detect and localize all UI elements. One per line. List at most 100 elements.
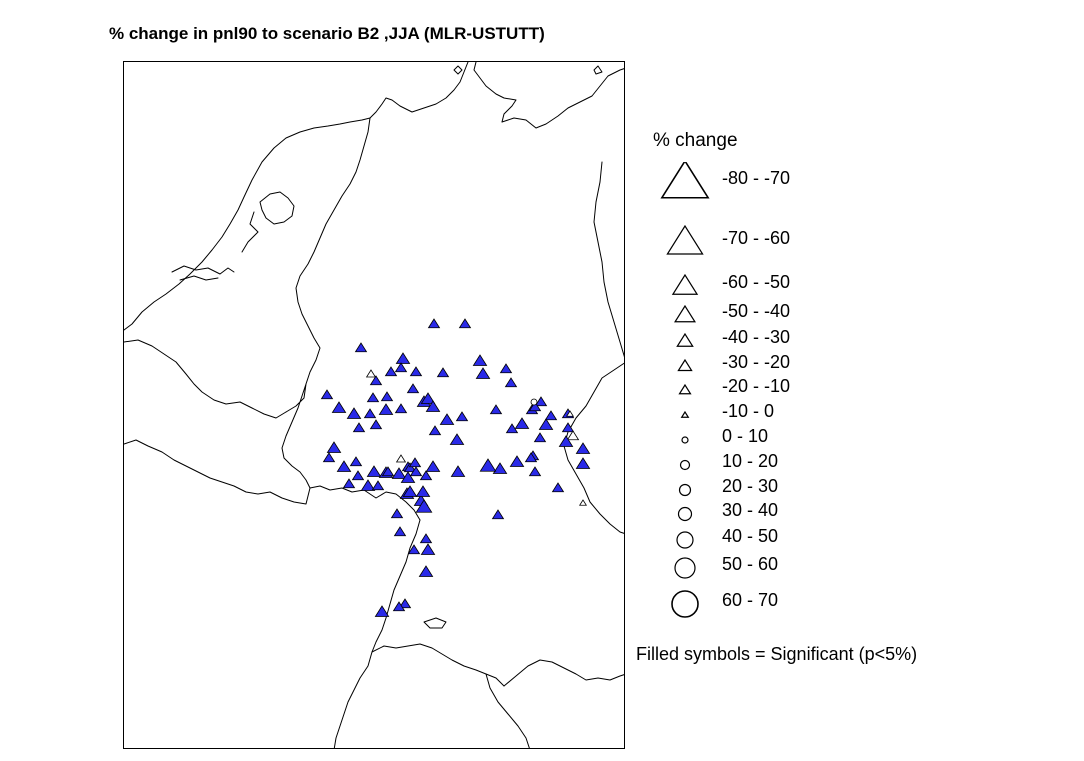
station-triangle-marker (369, 419, 383, 430)
station-triangle-marker (371, 480, 385, 491)
station-triangle-marker (505, 423, 519, 434)
border-path (485, 673, 530, 748)
station-triangle-marker (551, 482, 565, 493)
station-triangle-marker (363, 408, 377, 419)
legend-item: -80 - -70 (640, 162, 940, 199)
legend-label: -80 - -70 (722, 168, 791, 188)
station-triangle-marker (420, 392, 436, 404)
station-triangle-marker (561, 422, 575, 433)
station-triangle-marker (575, 442, 591, 454)
station-triangle-marker (336, 460, 352, 472)
station-triangle-marker (409, 366, 423, 377)
border-path (371, 519, 421, 653)
station-triangle-marker (419, 470, 433, 481)
station-triangle-marker (492, 462, 508, 474)
coastline-path (124, 62, 469, 331)
station-triangle-marker (393, 526, 407, 537)
legend-item: -30 - -20 (640, 352, 940, 382)
station-triangle-marker (381, 466, 395, 477)
station-triangle-marker (524, 452, 538, 463)
legend-triangle-symbol (676, 332, 694, 347)
station-triangle-marker (365, 369, 377, 378)
border-path (124, 339, 287, 419)
station-triangle-marker (528, 466, 542, 477)
station-triangle-marker (425, 400, 441, 412)
legend-triangle-symbol (674, 304, 696, 323)
station-triangle-marker (346, 407, 362, 419)
station-triangle-marker (427, 318, 441, 329)
legend-item: -50 - -40 (640, 301, 940, 331)
station-triangle-marker (392, 601, 406, 612)
coastline-path (171, 265, 235, 275)
legend-label: 0 - 10 (722, 426, 769, 446)
station-triangle-marker (538, 418, 554, 430)
station-triangle-marker (533, 432, 547, 443)
legend-label: 50 - 60 (722, 554, 779, 574)
legend-triangle-symbol (678, 383, 692, 395)
station-triangle-marker (395, 454, 407, 463)
legend-item: -70 - -60 (640, 224, 940, 258)
station-triangle-marker (366, 392, 380, 403)
legend-label: -60 - -50 (722, 272, 791, 292)
station-triangle-marker (406, 383, 420, 394)
station-triangle-marker (400, 471, 416, 483)
legend-label: 10 - 20 (722, 451, 779, 471)
legend-item: 0 - 10 (640, 426, 940, 456)
coastline-path (473, 62, 517, 123)
station-triangle-marker (360, 479, 376, 491)
station-triangle-marker (380, 391, 394, 402)
station-circle-marker (530, 398, 538, 406)
legend-item: 10 - 20 (640, 451, 940, 481)
station-triangle-marker (419, 533, 433, 544)
station-triangle-marker (565, 410, 575, 417)
legend-label: -20 - -10 (722, 376, 791, 396)
station-triangle-marker (491, 509, 505, 520)
station-triangle-marker (374, 605, 390, 617)
station-triangle-marker (479, 458, 497, 472)
station-triangle-marker (326, 441, 342, 453)
station-triangle-marker (566, 430, 580, 441)
legend-circle-symbol (676, 531, 694, 549)
coastline-path (179, 275, 219, 281)
station-triangle-marker (394, 362, 408, 373)
legend: % change -80 - -70 -70 - -60 -60 - -50 -50 … (636, 120, 1080, 680)
border-path (371, 643, 505, 687)
station-triangle-marker (408, 457, 422, 468)
station-triangle-marker (369, 375, 383, 386)
map-panel (123, 61, 625, 749)
legend-label: -70 - -60 (722, 228, 791, 248)
legend-label: -40 - -30 (722, 327, 791, 347)
station-triangle-marker (472, 354, 488, 366)
station-triangle-marker (322, 452, 336, 463)
station-triangle-marker (320, 389, 334, 400)
lake-path (259, 191, 295, 225)
legend-triangle-symbol (666, 224, 704, 255)
legend-circle-symbol (671, 590, 699, 618)
legend-item: 60 - 70 (640, 590, 940, 620)
legend-triangle-symbol (671, 273, 699, 295)
station-triangle-marker (351, 470, 365, 481)
station-triangle-marker (528, 401, 542, 412)
station-triangle-marker (366, 465, 382, 477)
legend-note: Filled symbols = Significant (p<5%) (636, 644, 918, 664)
legend-item: -40 - -30 (640, 327, 940, 357)
station-triangle-marker (415, 499, 433, 513)
border-path (281, 383, 311, 489)
border-path (124, 439, 311, 505)
station-triangle-marker (514, 417, 530, 429)
legend-item: 50 - 60 (640, 554, 940, 584)
station-triangle-marker (409, 466, 423, 477)
station-triangle-marker (499, 363, 513, 374)
station-triangle-marker (378, 403, 394, 415)
legend-triangle-symbol (680, 410, 690, 418)
coastline-path (501, 68, 624, 129)
station-triangle-marker (415, 485, 431, 497)
legend-triangle-symbol (660, 162, 710, 199)
legend-label: -50 - -40 (722, 301, 791, 321)
station-triangle-marker (354, 342, 368, 353)
legend-circle-symbol (677, 506, 693, 522)
station-triangle-marker (439, 413, 455, 425)
station-triangle-marker (475, 367, 491, 379)
station-triangle-marker (558, 435, 574, 447)
station-triangle-marker (428, 425, 442, 436)
